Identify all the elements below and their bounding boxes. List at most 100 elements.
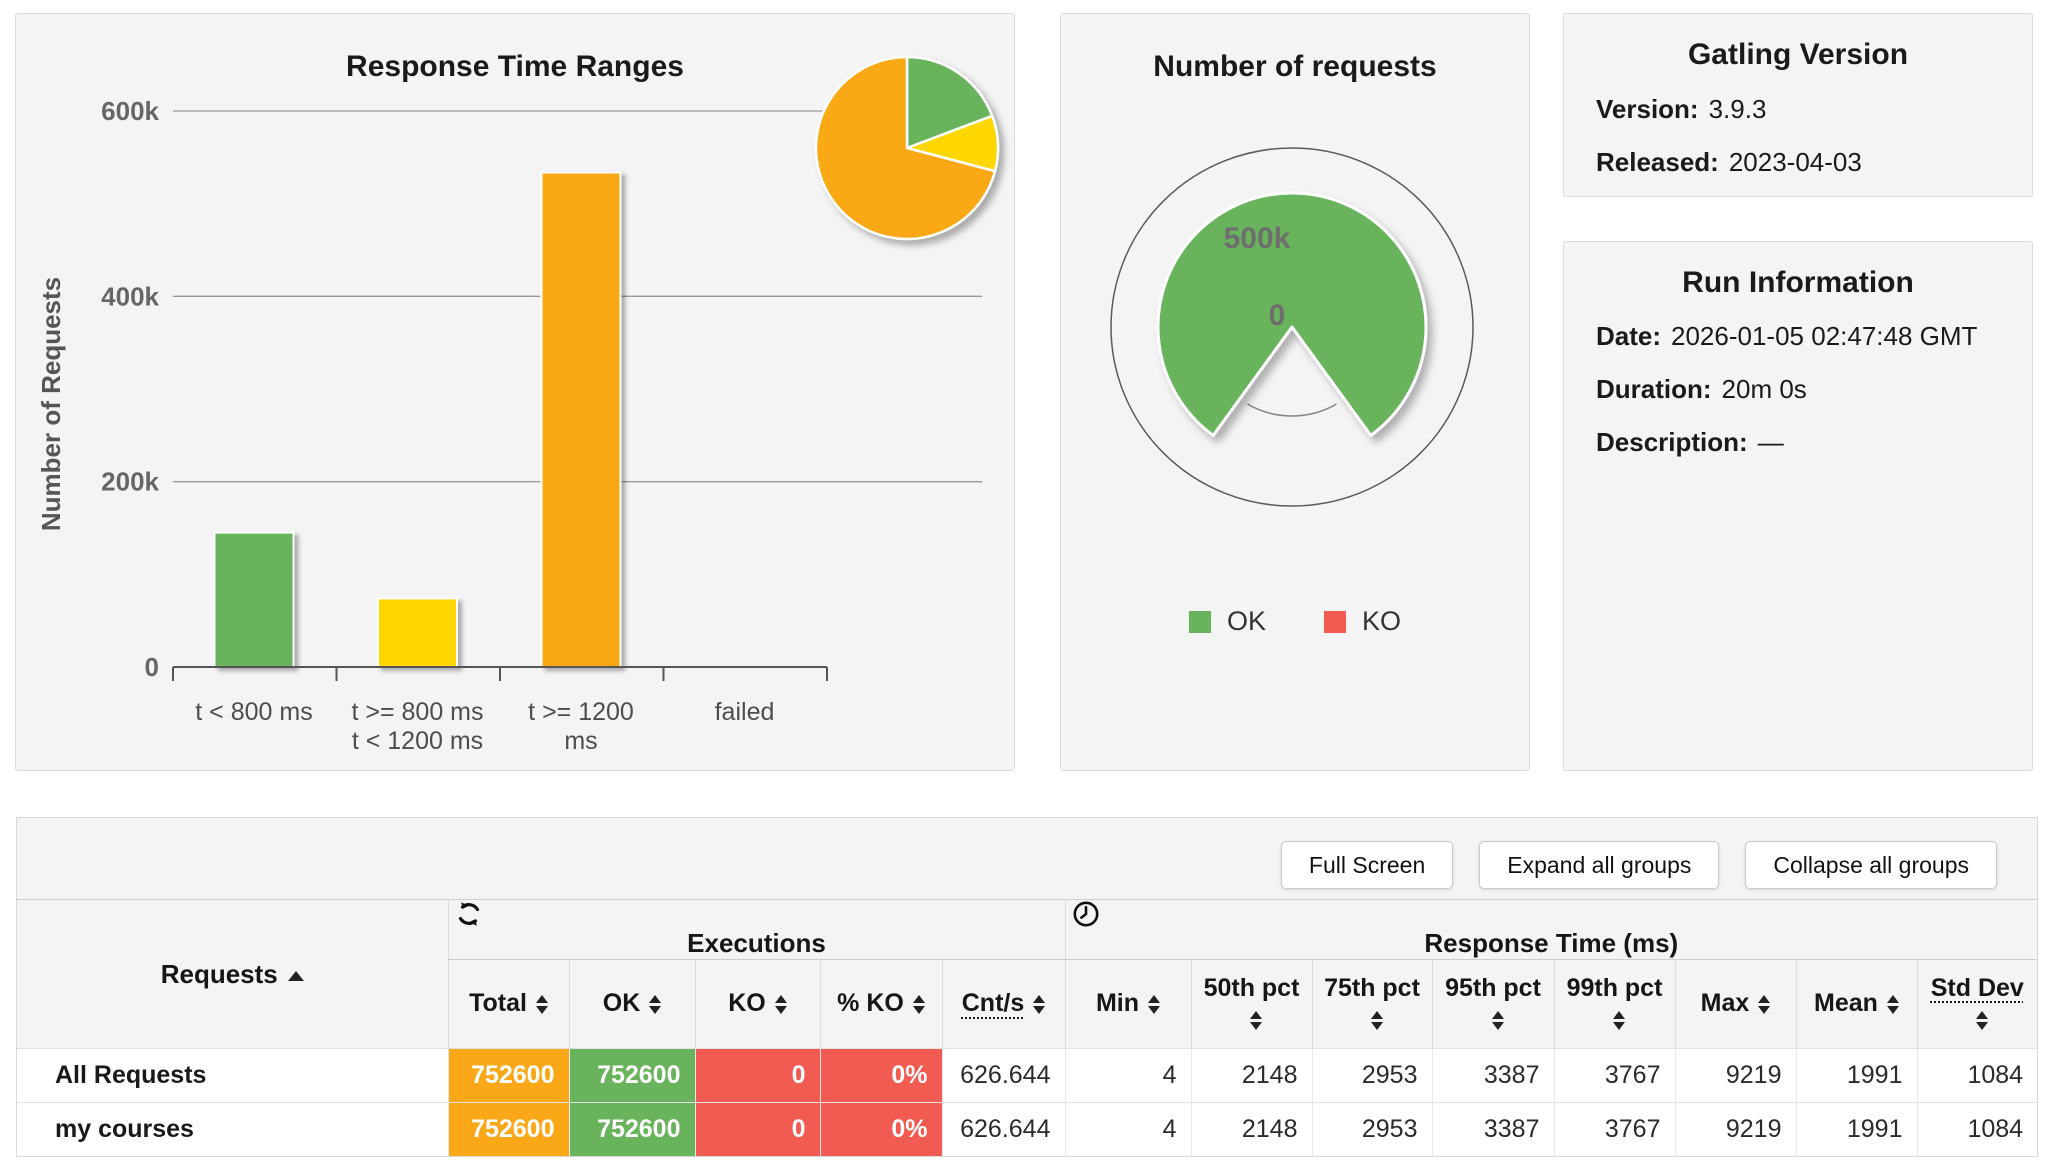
response-time-pie-chart [814, 55, 1000, 241]
requests-column-header[interactable]: Requests [17, 900, 448, 1049]
sort-icon [1033, 995, 1046, 1015]
response-time-group-header: Response Time (ms) [1064, 899, 2038, 960]
column-header-cnts[interactable]: Cnt/s [941, 959, 1065, 1049]
description-value: — [1757, 427, 1784, 457]
max-cell: 9219 [1674, 1048, 1796, 1103]
sort-icon [912, 995, 925, 1015]
mean-cell: 1991 [1795, 1102, 1917, 1156]
ko-label: KO [1362, 606, 1402, 636]
pct-ko-cell: 0% [819, 1048, 942, 1103]
released-label: Released: [1596, 147, 1719, 177]
column-header-95th-pct[interactable]: 95th pct [1431, 959, 1554, 1049]
sort-icon [535, 995, 548, 1015]
description-line: Description: — [1596, 427, 2012, 458]
duration-label: Duration: [1596, 374, 1712, 404]
bar [540, 171, 622, 668]
y-tick-label: 0 [145, 652, 159, 682]
table-row-all-requests: All Requests 752600 752600 0 0% 626.644 … [17, 1048, 2038, 1103]
column-header-75th-pct[interactable]: 75th pct [1311, 959, 1432, 1049]
p50-cell: 2148 [1190, 1048, 1312, 1103]
sort-icon [1613, 1010, 1625, 1030]
column-header-50th-pct[interactable]: 50th pct [1190, 959, 1312, 1049]
response-time-ranges-panel: Response Time Ranges 0 200k 400k 600k t < 80… [15, 13, 1015, 771]
statistics-section: Full Screen Expand all groups Collapse a… [16, 817, 2038, 1157]
stddev-cell: 1084 [1916, 1102, 2038, 1156]
gauge-legend: OK KO [1061, 606, 1529, 637]
y-axis-title: Number of Requests [36, 277, 66, 531]
run-information-title: Run Information [1682, 266, 1914, 299]
gauge-title: Number of requests [1153, 50, 1437, 83]
ko-swatch [1324, 610, 1346, 633]
table-row-my-courses: my courses 752600 752600 0 0% 626.644 4 … [17, 1102, 2038, 1156]
column-header-std-dev[interactable]: Std Dev [1916, 959, 2038, 1049]
run-information-panel: Run Information Date: 2026-01-05 02:47:48… [1563, 241, 2033, 771]
table-toolbar: Full Screen Expand all groups Collapse a… [17, 818, 2037, 889]
ko-cell: 0 [694, 1048, 820, 1103]
bar [213, 531, 295, 669]
x-category-label: t >= 1200 [528, 698, 634, 726]
released-line: Released: 2023-04-03 [1596, 147, 2012, 178]
pie-slice [905, 55, 994, 150]
response-time-bar-chart: 0 200k 400k 600k t < 800 ms t >= 800 mst < 12… [36, 55, 1000, 755]
sort-icon [1370, 1010, 1383, 1030]
min-cell: 4 [1064, 1048, 1191, 1103]
x-axis [172, 666, 828, 681]
sort-icon [1491, 1010, 1504, 1030]
gauge-ok-wedge [1156, 191, 1428, 437]
column-header-total[interactable]: Total [447, 959, 569, 1049]
x-category-label: t >= 800 ms [351, 698, 483, 726]
description-label: Description: [1596, 427, 1748, 457]
y-tick-label: 200k [101, 467, 159, 497]
ko-cell: 0 [694, 1102, 820, 1156]
version-value: 3.9.3 [1708, 94, 1767, 124]
row-name[interactable]: my courses [17, 1102, 448, 1156]
p75-cell: 2953 [1311, 1048, 1432, 1103]
column-header-99th-pct[interactable]: 99th pct [1553, 959, 1675, 1049]
ok-cell: 752600 [568, 1048, 695, 1103]
cnts-cell: 626.644 [941, 1048, 1065, 1103]
bar-chart-title: Response Time Ranges [346, 50, 684, 83]
min-cell: 4 [1064, 1102, 1191, 1156]
sort-icon [1886, 995, 1899, 1015]
requests-gauge-chart: 500k 0 [1110, 147, 1474, 507]
ok-cell: 752600 [568, 1102, 695, 1156]
refresh-icon [458, 902, 479, 926]
p99-cell: 3767 [1553, 1048, 1675, 1103]
column-header-pct-ko[interactable]: % KO [819, 959, 942, 1049]
mean-cell: 1991 [1795, 1048, 1917, 1103]
date-label: Date: [1596, 321, 1662, 351]
sort-icon [774, 995, 787, 1015]
gauge-body: 500k 0 [1110, 147, 1474, 507]
x-category-label: t < 800 ms [195, 698, 312, 726]
full-screen-button[interactable]: Full Screen [1280, 841, 1454, 889]
clock-icon [1073, 901, 1098, 927]
gatling-version-title: Gatling Version [1687, 38, 1909, 71]
sort-icon [1758, 995, 1771, 1015]
column-header-ko[interactable]: KO [694, 959, 820, 1049]
sort-icon [1250, 1010, 1262, 1030]
column-header-max[interactable]: Max [1674, 959, 1796, 1049]
duration-value: 20m 0s [1721, 374, 1807, 404]
column-header-mean[interactable]: Mean [1795, 959, 1917, 1049]
ok-swatch [1188, 610, 1211, 633]
duration-line: Duration: 20m 0s [1596, 374, 2012, 405]
collapse-all-groups-button[interactable]: Collapse all groups [1745, 841, 1997, 889]
row-name[interactable]: All Requests [17, 1048, 448, 1103]
released-value: 2023-04-03 [1728, 147, 1862, 177]
column-header-ok[interactable]: OK [568, 959, 695, 1049]
ok-label: OK [1226, 606, 1266, 636]
gauge-outer-ring [1110, 147, 1474, 507]
sort-icon [649, 995, 662, 1015]
pie-slice [814, 55, 997, 241]
p95-cell: 3387 [1431, 1102, 1554, 1156]
x-category-label: ms [564, 727, 597, 755]
statistics-table: Requests Executions Response Time (ms) [17, 899, 2038, 1156]
version-label: Version: [1596, 94, 1699, 124]
column-header-min[interactable]: Min [1064, 959, 1191, 1049]
bar-chart-bars [213, 171, 622, 669]
version-line: Version: 3.9.3 [1596, 94, 2012, 125]
expand-all-groups-button[interactable]: Expand all groups [1479, 841, 1720, 889]
gatling-version-panel: Gatling Version Version: 3.9.3 Released: 2… [1563, 13, 2033, 197]
p99-cell: 3767 [1553, 1102, 1675, 1156]
